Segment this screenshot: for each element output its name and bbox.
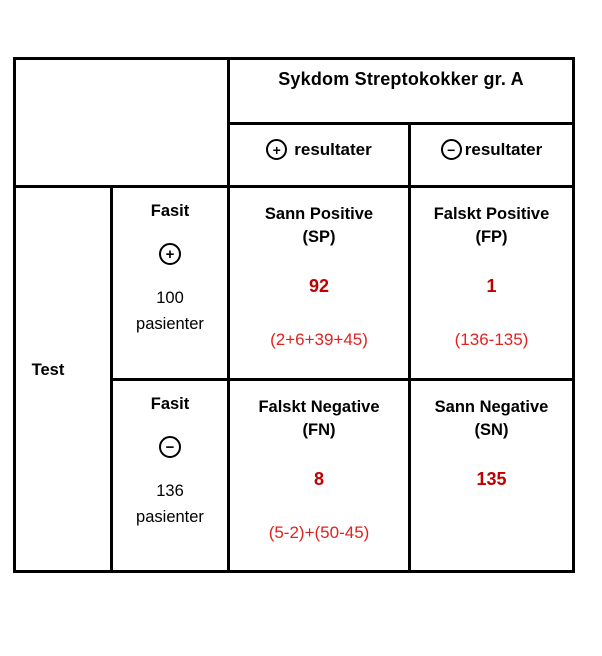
column-header-negative-results: − resultater bbox=[411, 125, 572, 185]
cell-false-positive-title: Falskt Positive (FP) bbox=[434, 203, 550, 249]
cell-false-positive-formula: (136-135) bbox=[454, 330, 529, 349]
row-group-header-cell: Test bbox=[16, 188, 110, 570]
cell-false-positive-abbr: (FP) bbox=[475, 228, 508, 246]
cell-true-negative-value: 135 bbox=[476, 469, 507, 489]
fasit-positive-label: Fasit bbox=[150, 202, 190, 220]
column-header-positive-results: + resultater bbox=[230, 125, 408, 185]
cell-true-positive-value: 92 bbox=[308, 276, 330, 296]
cell-false-negative-title: Falskt Negative (FN) bbox=[258, 396, 379, 442]
cell-false-negative-name: Falskt Negative bbox=[258, 398, 380, 416]
circled-plus-icon: + bbox=[159, 243, 181, 265]
cell-false-negative: Falskt Negative (FN) 8 (5-2)+(50-45) bbox=[230, 381, 408, 570]
fasit-positive-count: 100 pasienter bbox=[136, 285, 204, 337]
circled-minus-icon: − bbox=[440, 139, 462, 160]
cell-true-negative-name: Sann Negative bbox=[434, 398, 549, 416]
confusion-matrix-table: Sykdom Streptokokker gr. A + resultater … bbox=[13, 57, 575, 573]
grid-line-horizontal-mid bbox=[110, 378, 572, 381]
cell-true-negative: Sann Negative (SN) 135 bbox=[411, 381, 572, 570]
cell-true-positive-formula: (2+6+39+45) bbox=[270, 330, 368, 349]
row-header-fasit-positive: Fasit + 100 pasienter bbox=[113, 188, 227, 378]
cell-false-negative-formula: (5-2)+(50-45) bbox=[268, 523, 370, 542]
test-label: Test bbox=[31, 360, 65, 379]
negative-results-header: − resultater bbox=[440, 139, 543, 160]
fasit-negative-count-unit: pasienter bbox=[136, 508, 204, 526]
cell-true-positive-title: Sann Positive (SP) bbox=[265, 203, 373, 249]
cell-true-positive-name: Sann Positive bbox=[264, 205, 374, 223]
fasit-positive-count-unit: pasienter bbox=[136, 315, 204, 333]
grid-line-vertical-results bbox=[408, 122, 411, 570]
table-grid: Sykdom Streptokokker gr. A + resultater … bbox=[16, 60, 572, 570]
negative-results-label: resultater bbox=[464, 139, 543, 159]
grid-line-vertical-main bbox=[227, 60, 230, 570]
column-group-header-cell: Sykdom Streptokokker gr. A bbox=[230, 60, 572, 122]
cell-true-positive-abbr: (SP) bbox=[302, 228, 336, 246]
cell-true-positive: Sann Positive (SP) 92 (2+6+39+45) bbox=[230, 188, 408, 378]
circled-plus-icon: + bbox=[266, 139, 288, 160]
circled-minus-icon: − bbox=[159, 436, 181, 458]
fasit-positive-count-number: 100 bbox=[156, 289, 184, 307]
cell-false-positive: Falskt Positive (FP) 1 (136-135) bbox=[411, 188, 572, 378]
cell-true-negative-abbr: (SN) bbox=[474, 421, 509, 439]
positive-results-label: resultater bbox=[294, 139, 372, 159]
fasit-negative-count-number: 136 bbox=[156, 482, 184, 500]
cell-true-negative-title: Sann Negative (SN) bbox=[435, 396, 549, 442]
positive-results-header: + resultater bbox=[266, 139, 372, 160]
fasit-negative-count: 136 pasienter bbox=[136, 478, 204, 530]
cell-false-negative-value: 8 bbox=[313, 469, 324, 489]
cell-false-negative-abbr: (FN) bbox=[302, 421, 336, 439]
grid-line-horizontal-header bbox=[227, 122, 572, 125]
cell-false-positive-name: Falskt Positive bbox=[433, 205, 550, 223]
cell-false-positive-value: 1 bbox=[486, 276, 497, 296]
grid-line-vertical-fasit bbox=[110, 185, 113, 570]
disease-title: Sykdom Streptokokker gr. A bbox=[278, 69, 524, 89]
fasit-negative-label: Fasit bbox=[150, 395, 190, 413]
row-header-fasit-negative: Fasit − 136 pasienter bbox=[113, 381, 227, 570]
grid-line-horizontal-body bbox=[16, 185, 572, 188]
